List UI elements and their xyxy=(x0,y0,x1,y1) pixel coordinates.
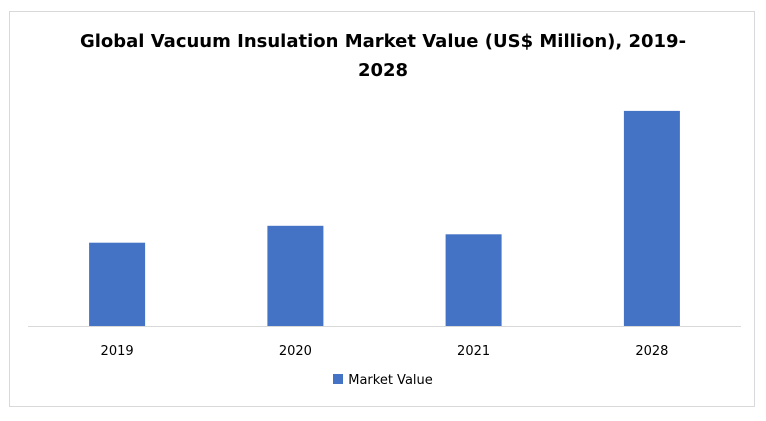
chart-title-line-2: 2028 xyxy=(357,60,409,81)
x-tick-label-2021: 2021 xyxy=(457,344,490,359)
bar-2020 xyxy=(267,225,324,326)
bar-2019 xyxy=(89,242,146,326)
x-tick-label-2019: 2019 xyxy=(101,344,134,359)
legend-label: Market Value xyxy=(348,373,433,388)
legend: Market Value xyxy=(0,373,766,388)
bar-2028 xyxy=(623,110,680,327)
legend-swatch xyxy=(333,374,344,384)
bar-2021 xyxy=(445,234,502,326)
x-tick-label-2028: 2028 xyxy=(635,344,668,359)
x-tick-label-2020: 2020 xyxy=(279,344,312,359)
chart-title-line-1: Global Vacuum Insulation Market Value (U… xyxy=(79,31,687,52)
